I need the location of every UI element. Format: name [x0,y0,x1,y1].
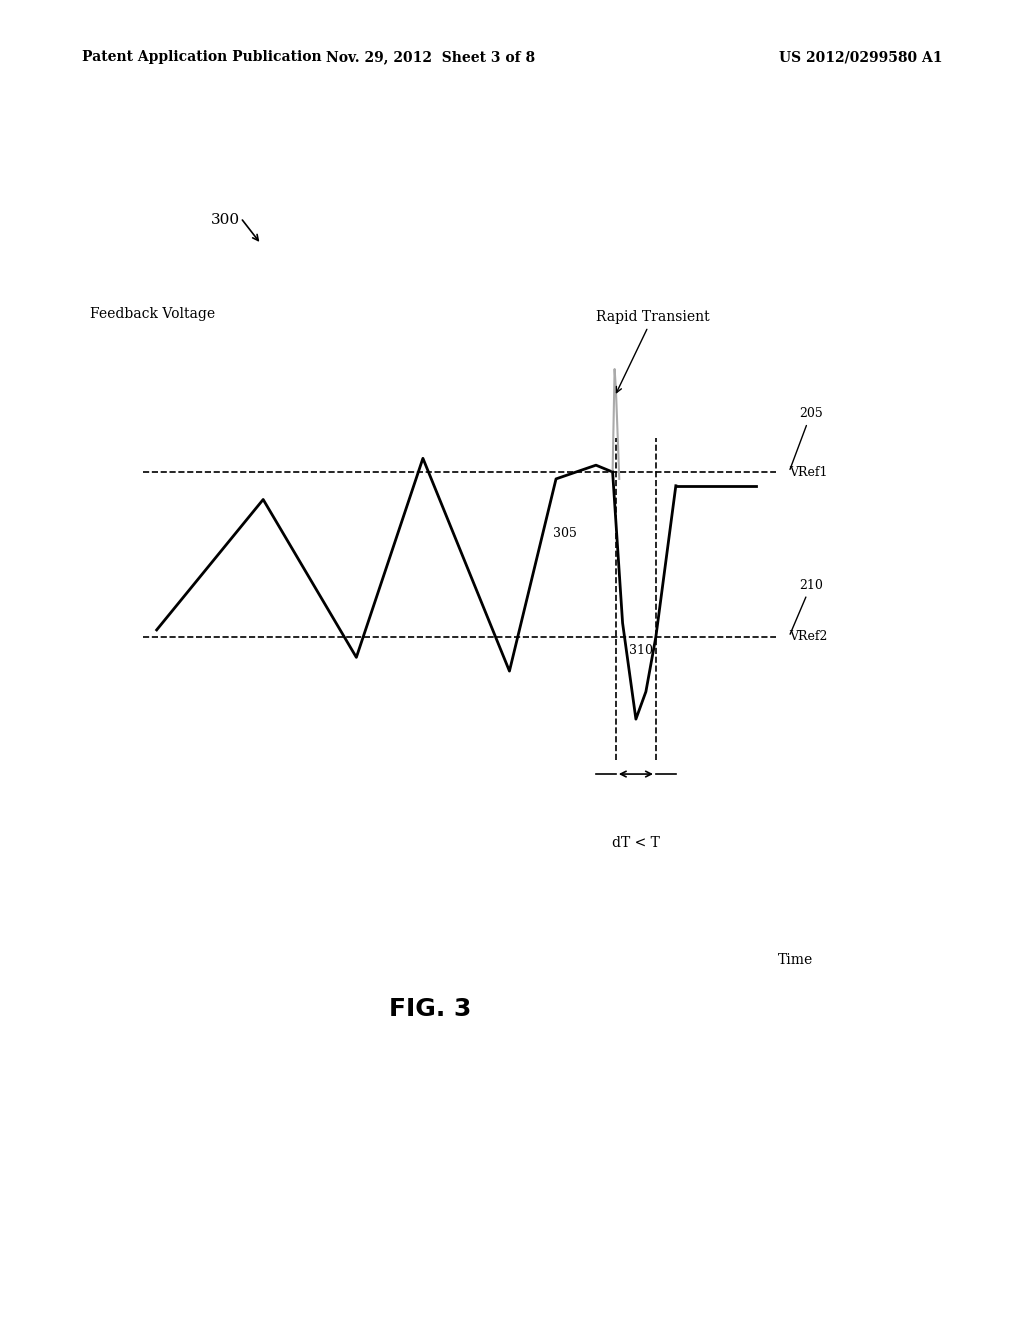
Text: FIG. 3: FIG. 3 [389,998,471,1022]
Text: Patent Application Publication: Patent Application Publication [82,50,322,65]
Text: Feedback Voltage: Feedback Voltage [90,308,215,321]
Text: dT < T: dT < T [612,836,659,850]
Text: Rapid Transient: Rapid Transient [596,310,710,392]
Text: US 2012/0299580 A1: US 2012/0299580 A1 [778,50,942,65]
Text: 305: 305 [553,527,577,540]
Text: 300: 300 [211,214,240,227]
Text: VRef1: VRef1 [788,466,827,479]
Text: VRef2: VRef2 [788,630,827,643]
Text: 205: 205 [790,407,822,470]
Text: Time: Time [778,953,813,966]
Text: 210: 210 [791,578,823,634]
Text: 310: 310 [629,644,653,657]
Text: Nov. 29, 2012  Sheet 3 of 8: Nov. 29, 2012 Sheet 3 of 8 [326,50,535,65]
